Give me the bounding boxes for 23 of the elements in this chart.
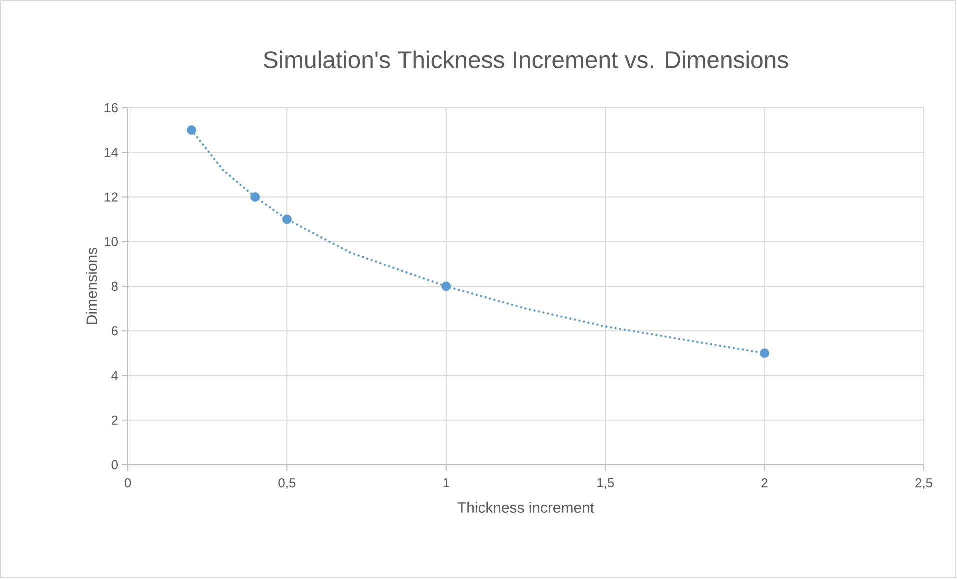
y-tick-label: 12 xyxy=(105,192,118,202)
x-tick-label: 1 xyxy=(444,478,450,488)
x-tick-label: 0 xyxy=(124,478,132,488)
point xyxy=(282,214,292,224)
point xyxy=(250,192,260,202)
y-tick-label: 8 xyxy=(112,282,118,292)
point xyxy=(186,126,196,136)
point xyxy=(442,282,452,292)
chart-title: Simulation's Thickness Increment vs. Dimensions xyxy=(264,50,788,68)
point xyxy=(760,348,770,358)
y-tick-label: 4 xyxy=(112,371,118,380)
x-tick-label: 1,5 xyxy=(598,478,614,490)
y-tick-label: 16 xyxy=(105,103,118,113)
x-tick-label: 2 xyxy=(762,478,768,488)
x-axis-title: Thickness increment xyxy=(458,502,594,514)
y-tick-label: 6 xyxy=(112,326,118,336)
x-tick-label: 2,5 xyxy=(916,478,932,490)
y-tick-label: 14 xyxy=(105,148,118,158)
y-axis-title: Dimensions xyxy=(86,248,98,324)
y-tick-label: 2 xyxy=(112,416,118,425)
y-tick-label: 0 xyxy=(112,460,118,470)
x-tick-label: 0,5 xyxy=(278,478,296,490)
y-tick-label: 10 xyxy=(105,237,118,246)
